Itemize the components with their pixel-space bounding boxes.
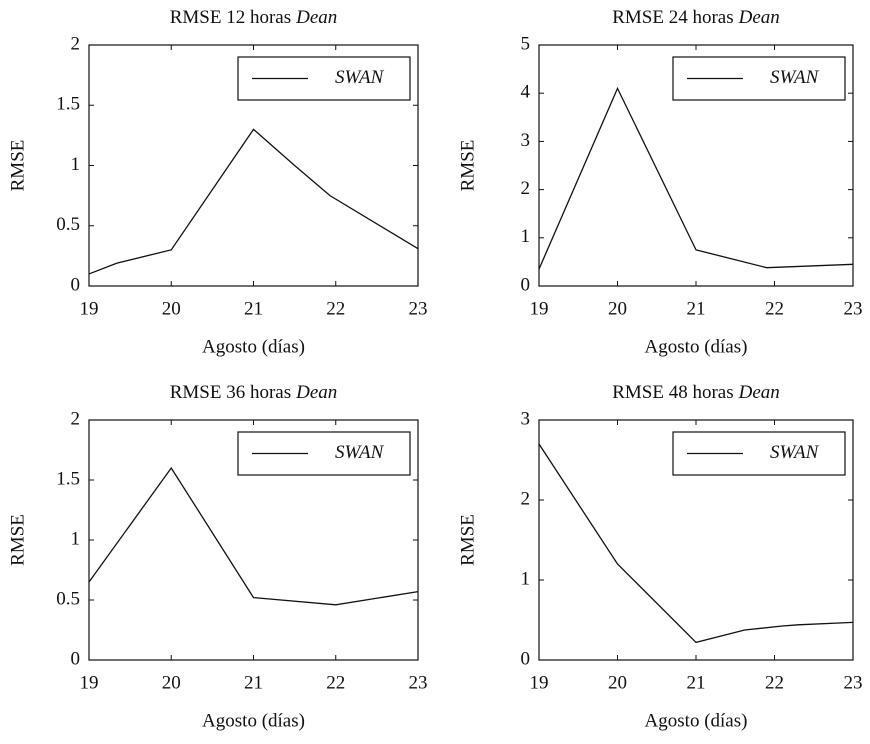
title-text: RMSE 24 horas: [612, 7, 733, 28]
x-tick-label: 23: [409, 672, 428, 693]
y-tick-label: 1: [521, 226, 531, 247]
legend-label: SWAN: [335, 67, 385, 88]
legend-label: SWAN: [770, 442, 820, 463]
x-axis-label: Agosto (días): [202, 336, 305, 357]
y-axis-label: RMSE: [7, 514, 28, 566]
x-tick-label: 21: [687, 298, 706, 319]
y-axis-label: RMSE: [457, 514, 478, 566]
y-axis-label: RMSE: [457, 140, 478, 192]
x-tick-label: 20: [608, 672, 627, 693]
x-axis-label: Agosto (días): [645, 710, 748, 731]
y-tick-label: 1.5: [56, 468, 80, 489]
y-tick-label: 5: [521, 33, 531, 54]
x-tick-label: 22: [765, 672, 784, 693]
legend-label: SWAN: [770, 67, 820, 88]
x-tick-label: 23: [844, 672, 863, 693]
x-tick-label: 20: [162, 298, 181, 319]
y-tick-label: 3: [521, 130, 531, 151]
x-tick-label: 22: [326, 298, 345, 319]
legend-label: SWAN: [335, 442, 385, 463]
x-tick-label: 21: [687, 672, 706, 693]
data-line: [538, 86, 854, 270]
data-line: [88, 128, 419, 275]
y-tick-label: 2: [71, 33, 81, 54]
x-tick-label: 19: [530, 298, 549, 319]
y-tick-label: 2: [71, 408, 81, 429]
x-tick-label: 23: [409, 298, 428, 319]
x-axis-label: Agosto (días): [202, 710, 305, 731]
subplot-title: RMSE 36 horas Dean: [170, 382, 338, 403]
x-tick-label: 19: [80, 298, 99, 319]
x-tick-label: 22: [326, 672, 345, 693]
x-axis-label: Agosto (días): [645, 336, 748, 357]
title-italic: Dean: [295, 382, 337, 403]
data-line: [538, 443, 854, 644]
subplot-title: RMSE 12 horas Dean: [170, 7, 338, 28]
y-tick-label: 1: [71, 528, 81, 549]
x-tick-label: 21: [244, 298, 263, 319]
y-tick-label: 1: [71, 154, 81, 175]
y-tick-label: 0: [71, 648, 81, 669]
y-tick-label: 0: [71, 274, 81, 295]
y-tick-label: 3: [521, 408, 531, 429]
y-tick-label: 1: [521, 568, 531, 589]
x-tick-label: 20: [608, 298, 627, 319]
x-tick-label: 22: [765, 298, 784, 319]
y-tick-label: 2: [521, 488, 531, 509]
y-tick-label: 1.5: [56, 94, 80, 115]
title-text: RMSE 36 horas: [170, 382, 291, 403]
title-italic: Dean: [738, 7, 780, 28]
x-tick-label: 19: [530, 672, 549, 693]
y-tick-label: 0: [521, 648, 531, 669]
y-tick-label: 0: [521, 274, 531, 295]
title-text: RMSE 48 horas: [612, 382, 733, 403]
y-axis-label: RMSE: [7, 140, 28, 192]
y-tick-label: 4: [521, 82, 531, 103]
x-tick-label: 20: [162, 672, 181, 693]
title-italic: Dean: [738, 382, 780, 403]
y-tick-label: 0.5: [56, 588, 80, 609]
title-italic: Dean: [295, 7, 337, 28]
x-tick-label: 23: [844, 298, 863, 319]
data-line: [88, 466, 419, 606]
y-tick-label: 2: [521, 178, 531, 199]
subplot-title: RMSE 24 horas Dean: [612, 7, 780, 28]
y-tick-label: 0.5: [56, 214, 80, 235]
title-text: RMSE 12 horas: [170, 7, 291, 28]
x-tick-label: 21: [244, 672, 263, 693]
x-tick-label: 19: [80, 672, 99, 693]
subplot-title: RMSE 48 horas Dean: [612, 382, 780, 403]
